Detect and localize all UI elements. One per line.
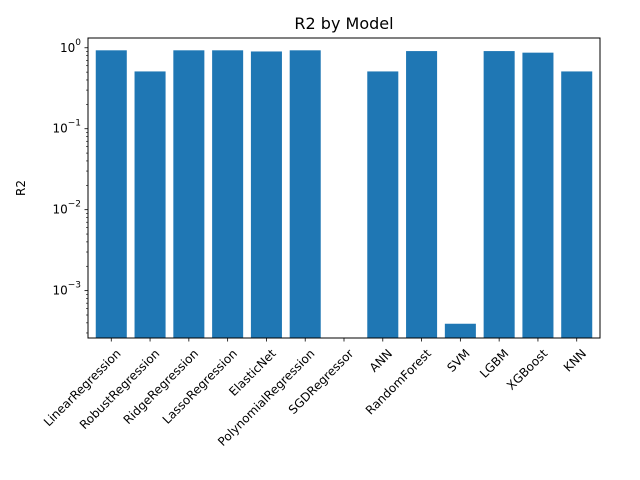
y-tick-label: 10−1 [52,119,81,136]
bar-randomforest [406,51,438,338]
bars-group [95,50,593,339]
y-axis-label: R2 [14,180,28,196]
y-tick-exponent: −2 [68,200,81,210]
y-tick-base: 10 [52,284,67,298]
bar-robustregression [134,71,166,338]
bar-lassoregression [212,50,244,339]
bar-polynomialregression [289,50,321,339]
bar-xgboost [522,52,554,338]
y-tick-base: 10 [52,122,67,136]
y-tick-exponent: −1 [68,119,81,129]
y-tick-label: 100 [60,38,81,55]
bar-ridgeregression [173,50,205,339]
bar-knn [561,71,593,338]
plot-frame [87,37,601,339]
y-tick-exponent: 0 [75,38,81,48]
chart-title: R2 by Model [294,14,393,33]
bar-elasticnet [250,51,282,339]
y-tick-base: 10 [52,203,67,217]
bar-linearregression [95,50,127,339]
bar-ann [367,71,399,338]
y-tick-label: 10−2 [52,200,81,217]
y-tick-exponent: −3 [68,281,81,291]
bar-lgbm [483,51,515,338]
y-tick-label: 10−3 [52,281,81,298]
y-tick-base: 10 [60,41,75,55]
bar-svm [444,323,476,338]
